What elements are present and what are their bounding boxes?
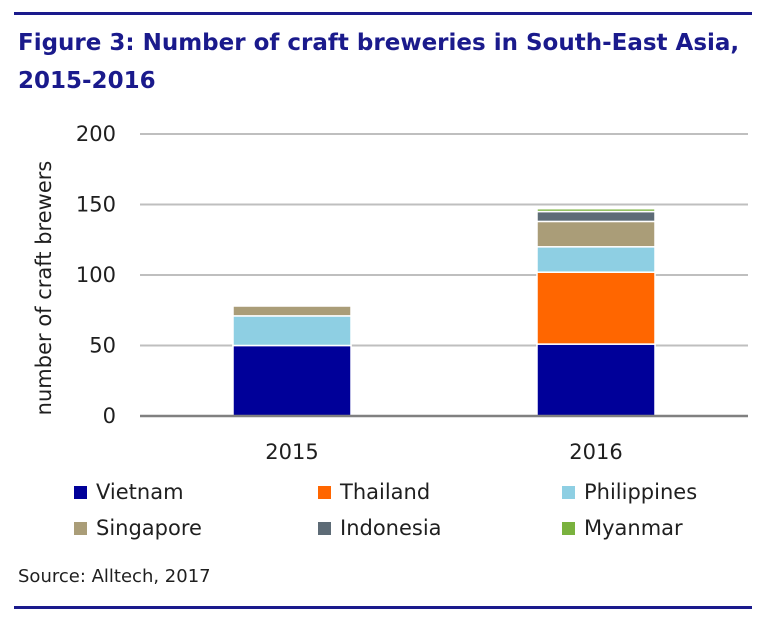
bar-2015-philippines — [232, 315, 352, 347]
legend-label: Vietnam — [96, 480, 184, 504]
legend-swatch — [562, 485, 575, 499]
legend-label: Philippines — [584, 480, 698, 504]
x-tick-label-2016: 2016 — [569, 440, 622, 464]
x-tick-label-2015: 2015 — [265, 440, 318, 464]
source-note: Source: Alltech, 2017 — [18, 566, 211, 587]
legend-item-indonesia: Indonesia — [318, 516, 442, 540]
legend-label: Thailand — [340, 480, 431, 504]
legend-item-thailand: Thailand — [318, 480, 430, 504]
top-rule — [14, 12, 752, 15]
legend-label: Singapore — [96, 516, 202, 540]
bottom-rule — [14, 606, 752, 609]
legend-item-singapore: Singapore — [74, 516, 202, 540]
bar-2016-philippines — [536, 246, 656, 273]
bar-2016-vietnam — [536, 343, 656, 417]
legend-swatch — [318, 485, 331, 499]
y-tick-label-200: 200 — [76, 122, 116, 146]
bar-2016-myanmar — [536, 207, 656, 213]
legend-label: Myanmar — [584, 516, 683, 540]
bar-2016-thailand — [536, 271, 656, 345]
bar-2015-singapore — [232, 305, 352, 317]
bar-2015-vietnam — [232, 344, 352, 417]
legend-swatch — [318, 521, 331, 535]
legend-item-myanmar: Myanmar — [562, 516, 683, 540]
figure-title: Figure 3: Number of craft breweries in S… — [18, 30, 740, 94]
y-tick-label-50: 50 — [89, 334, 116, 358]
legend-swatch — [562, 521, 575, 535]
y-tick-label-0: 0 — [103, 404, 116, 428]
legend-swatch — [74, 521, 87, 535]
bar-2016-singapore — [536, 220, 656, 248]
legend-swatch — [74, 485, 87, 499]
legend-item-philippines: Philippines — [562, 480, 697, 504]
legend-label: Indonesia — [340, 516, 442, 540]
legend-item-vietnam: Vietnam — [74, 480, 184, 504]
bar-2016-indonesia — [536, 210, 656, 223]
y-tick-label-150: 150 — [76, 193, 116, 217]
y-tick-label-100: 100 — [76, 263, 116, 287]
